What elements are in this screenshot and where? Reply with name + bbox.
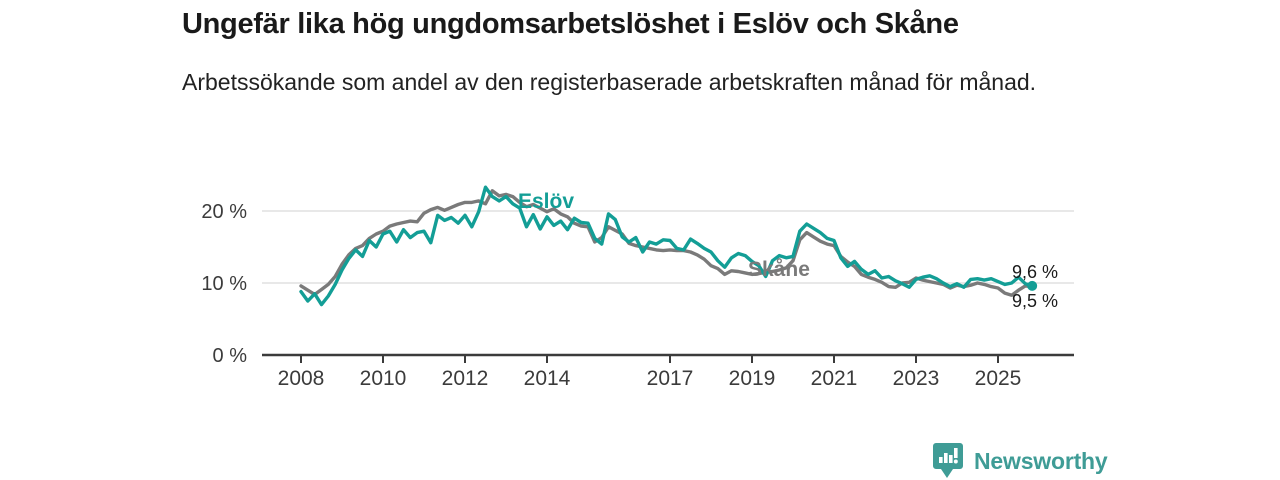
brand-footer: Newsworthy: [933, 443, 1108, 479]
x-axis-label: 2019: [729, 367, 776, 390]
x-axis-label: 2010: [360, 367, 407, 390]
x-axis-label: 2008: [278, 367, 325, 390]
x-axis-label: 2025: [975, 367, 1022, 390]
y-axis-label: 0 %: [213, 345, 248, 367]
newsworthy-logo-icon: [933, 443, 963, 478]
end-value-label-eslov: 9,6 %: [1012, 262, 1059, 282]
brand-name: Newsworthy: [974, 447, 1108, 474]
series-line-skane: [299, 189, 1034, 297]
x-axis-label: 2023: [893, 367, 940, 390]
series-label-skane: Skåne: [748, 258, 810, 281]
x-axis-label: 2017: [647, 367, 694, 390]
x-axis-label: 2014: [524, 367, 571, 390]
y-axis-label: 10 %: [201, 273, 247, 295]
y-axis-label: 20 %: [201, 201, 247, 223]
end-value-label-skane: 9,5 %: [1012, 291, 1059, 311]
chart-subtitle: Arbetssökande som andel av den registerb…: [182, 69, 1037, 95]
chart-title: Ungefär lika hög ungdomsarbetslöshet i E…: [182, 8, 959, 40]
series-line-eslov: [299, 185, 1034, 307]
series-label-eslov: Eslöv: [518, 190, 575, 213]
x-axis-label: 2021: [811, 367, 858, 390]
end-point-dot: [1027, 280, 1038, 291]
x-axis-label: 2012: [442, 367, 489, 390]
